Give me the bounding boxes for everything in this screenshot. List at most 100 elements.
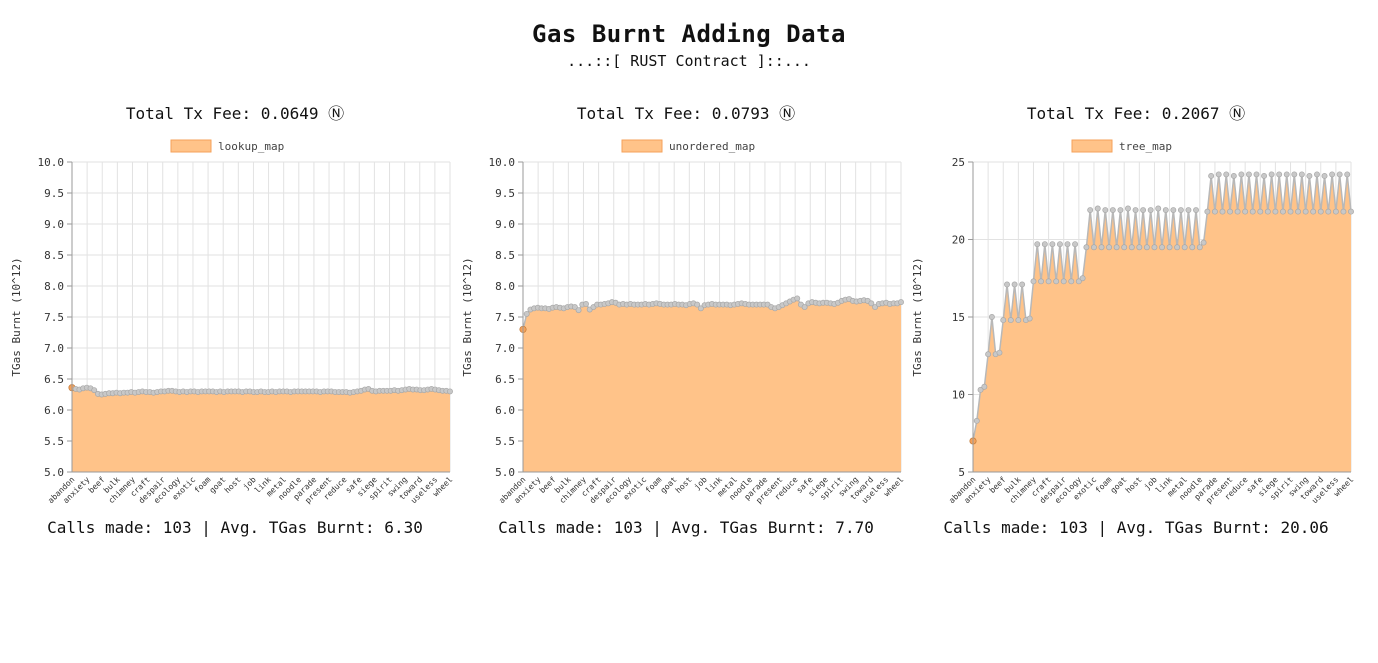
data-point (1106, 244, 1113, 251)
data-point (794, 295, 801, 302)
data-point (1162, 207, 1169, 214)
data-point (1170, 207, 1177, 214)
legend: lookup_map (170, 139, 284, 153)
total-tx-fee: Total Tx Fee: 0.0649 Ⓝ (125, 104, 345, 123)
data-point (1147, 207, 1154, 214)
y-tick-label: 10.0 (489, 156, 516, 169)
calls-summary: Calls made: 103 | Avg. TGas Burnt: 6.30 (47, 518, 423, 537)
data-point (1113, 244, 1120, 251)
data-point (1314, 171, 1320, 178)
data-point (898, 299, 904, 306)
data-point (1200, 239, 1207, 246)
y-tick-label: 9.5 (44, 187, 64, 200)
data-point (1272, 208, 1279, 215)
data-point (1136, 244, 1143, 251)
data-point (1208, 172, 1215, 179)
data-point (1329, 171, 1336, 178)
y-axis-label: TGas Burnt (10^12) (911, 257, 924, 376)
legend: unordered_map (621, 139, 755, 153)
data-point (575, 307, 582, 314)
data-point (1283, 171, 1290, 178)
data-point (1079, 275, 1086, 282)
y-tick-label: 7.0 (44, 342, 64, 355)
legend-swatch (1071, 139, 1113, 153)
data-point (1177, 207, 1184, 214)
data-point (977, 386, 984, 393)
data-point (1211, 208, 1218, 215)
y-tick-label: 6.5 (44, 373, 64, 386)
data-point (1332, 208, 1339, 215)
data-point (1075, 278, 1082, 285)
series-area (973, 174, 1351, 472)
data-point (1295, 208, 1302, 215)
chart-panel-tree-map: Total Tx Fee: 0.2067 Ⓝ tree_map 5 10 15 20 25… (911, 90, 1361, 550)
data-point (1049, 241, 1056, 248)
data-point (1317, 208, 1324, 215)
data-point (697, 305, 704, 312)
total-tx-fee: Total Tx Fee: 0.0793 Ⓝ (576, 104, 796, 123)
data-point (1098, 244, 1105, 251)
data-point (981, 383, 988, 390)
data-point (1193, 207, 1199, 214)
data-point (694, 301, 701, 308)
data-point (1121, 244, 1128, 251)
calls-summary: Calls made: 103 | Avg. TGas Burnt: 7.70 (498, 518, 874, 537)
data-point (872, 304, 879, 311)
chart-panel-unordered-map: Total Tx Fee: 0.0793 Ⓝ unordered_map 5.0 5… (461, 90, 911, 550)
data-point (1166, 244, 1173, 251)
page-title: Gas Burnt Adding Data (532, 20, 846, 48)
y-tick-label: 9.0 (495, 218, 515, 231)
data-point (1276, 171, 1283, 178)
data-point (1000, 317, 1007, 324)
data-point (1261, 172, 1268, 179)
x-tick-label: host (223, 475, 243, 495)
legend-swatch (621, 139, 663, 153)
page-subtitle: ...::[ RUST Contract ]::... (567, 52, 811, 70)
data-point (1034, 241, 1041, 248)
data-point (1174, 244, 1181, 251)
data-point (1348, 208, 1354, 215)
data-point (1083, 244, 1090, 251)
data-point (1132, 207, 1139, 214)
data-point (1026, 315, 1033, 322)
data-point (1045, 278, 1052, 285)
data-point (1321, 172, 1328, 179)
y-tick-label: 8.5 (495, 249, 515, 262)
x-tick-label: host (1124, 475, 1144, 495)
y-tick-label: 7.5 (44, 311, 64, 324)
data-point (1302, 208, 1309, 215)
data-point (1102, 207, 1109, 214)
data-point (583, 301, 589, 307)
data-point (1060, 278, 1067, 285)
data-point (1038, 278, 1044, 285)
data-point (1242, 208, 1249, 215)
data-point (1280, 208, 1286, 215)
series-area (523, 298, 901, 472)
data-point (1181, 244, 1188, 251)
legend-swatch (170, 139, 212, 153)
data-point (801, 304, 808, 311)
data-point (1264, 208, 1271, 215)
data-point (1094, 205, 1101, 212)
data-point (1064, 241, 1071, 248)
data-point (1336, 171, 1343, 178)
data-point (1245, 171, 1252, 178)
y-tick-label: 15 (952, 311, 965, 324)
data-point (1125, 205, 1131, 212)
data-point (91, 387, 98, 394)
data-point (1019, 281, 1026, 288)
data-point (1310, 208, 1317, 215)
data-point (1155, 205, 1162, 212)
data-point (1128, 244, 1135, 251)
data-point (1219, 208, 1226, 215)
data-point (1230, 172, 1237, 179)
data-point (571, 304, 578, 311)
data-point (1140, 207, 1147, 214)
data-point (1325, 208, 1332, 215)
data-point (1117, 207, 1124, 214)
y-tick-label: 6.5 (495, 373, 515, 386)
data-point (1249, 208, 1256, 215)
data-point (1091, 244, 1097, 251)
data-point (1268, 171, 1275, 178)
y-tick-label: 5.5 (44, 435, 64, 448)
